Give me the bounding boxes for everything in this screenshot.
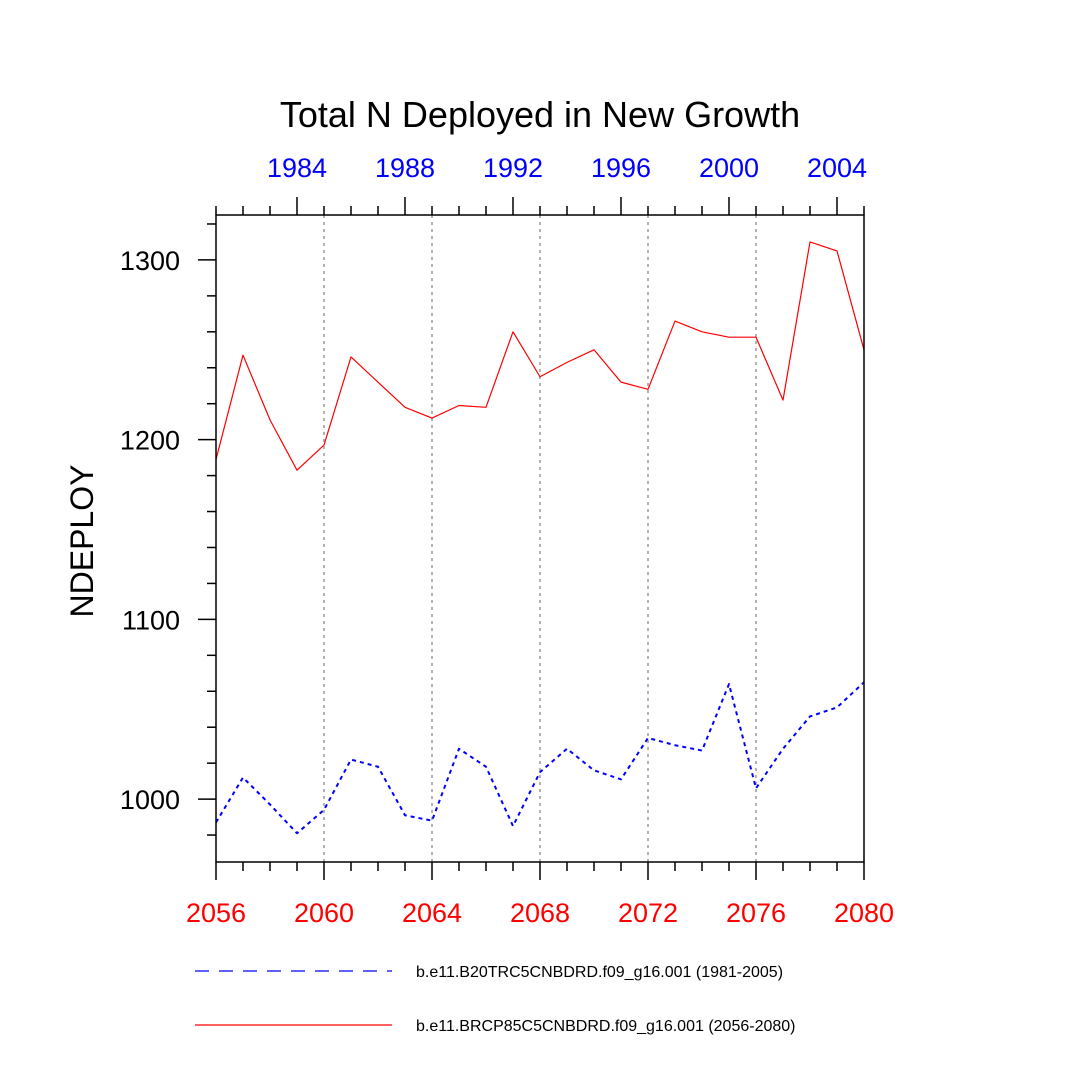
legend-label-rcp85: b.e11.BRCP85C5CNBDRD.f09_g16.001 (2056-2… [416,1018,795,1035]
x-tick-label-bottom: 2068 [510,898,570,928]
plot-frame [215,214,865,863]
legend: b.e11.B20TRC5CNBDRD.f09_g16.001 (1981-20… [195,964,795,1035]
x-tick-label-bottom: 2076 [726,898,786,928]
x-tick-label-top: 2000 [699,153,759,183]
chart-title: Total N Deployed in New Growth [280,94,800,135]
y-tick-label: 1300 [120,246,180,276]
gridlines [323,215,757,862]
x-tick-label-bottom: 2056 [186,898,246,928]
x-tick-label-top: 1988 [375,153,435,183]
y-tick-label: 1100 [122,605,180,635]
x-tick-label-bottom: 2064 [402,898,462,928]
x-tick-label-bottom: 2060 [294,898,354,928]
series-line-historical [215,681,865,835]
x-tick-label-top: 2004 [807,153,867,183]
x-tick-label-top: 1984 [267,153,327,183]
series-line-rcp85 [215,241,865,471]
x-tick-label-top: 1996 [591,153,651,183]
x-tick-label-top: 1992 [483,153,543,183]
x-tick-label-bottom: 2080 [834,898,894,928]
y-axis-label: NDEPLOY [64,465,100,618]
legend-label-historical: b.e11.B20TRC5CNBDRD.f09_g16.001 (1981-20… [416,964,783,981]
axes: 2056 2060 2064 2068 2072 2076 2080 1984 1988 1992… [120,153,894,928]
series-lines [215,241,865,835]
x-tick-label-bottom: 2072 [618,898,678,928]
y-tick-label: 1200 [120,426,180,456]
y-tick-label: 1000 [120,785,180,815]
